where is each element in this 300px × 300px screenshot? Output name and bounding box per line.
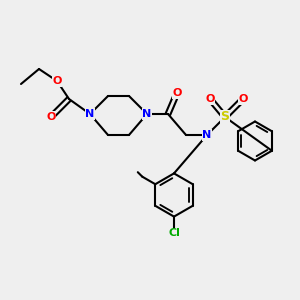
Text: O: O	[46, 112, 56, 122]
Text: S: S	[220, 110, 230, 124]
Text: O: O	[172, 88, 182, 98]
Text: O: O	[52, 76, 62, 86]
Text: N: N	[85, 109, 94, 119]
Text: Cl: Cl	[168, 228, 180, 238]
Text: O: O	[205, 94, 215, 104]
Text: N: N	[202, 130, 211, 140]
Text: N: N	[142, 109, 152, 119]
Text: O: O	[238, 94, 248, 104]
